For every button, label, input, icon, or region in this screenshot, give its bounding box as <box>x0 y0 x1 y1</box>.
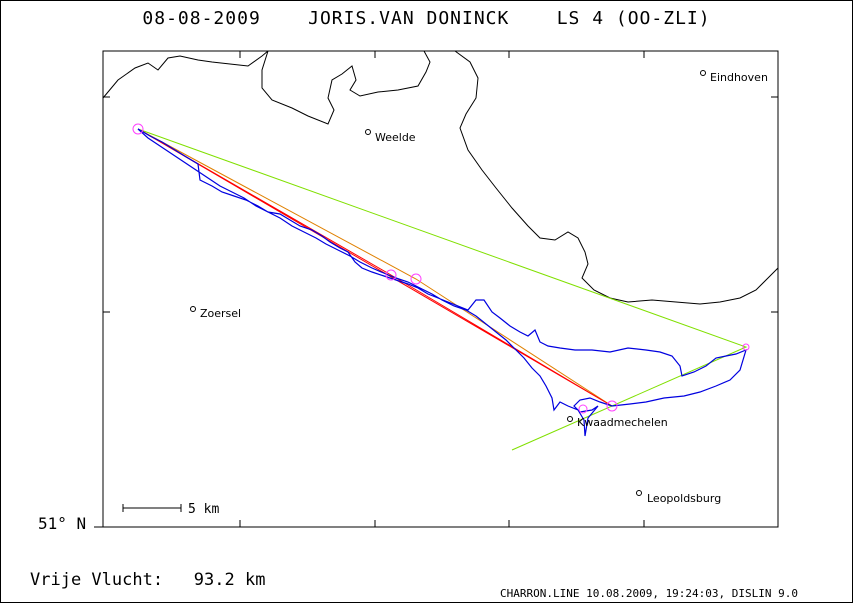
turnpoint-1 <box>385 269 397 281</box>
flight-title: 08-08-2009 JORIS.VAN DONINCK LS 4 (OO-ZL… <box>142 8 711 29</box>
place-marker-zoersel <box>190 306 196 312</box>
place-label-weelde: Weelde <box>375 131 416 144</box>
scale-bar: 5 km <box>122 502 219 517</box>
place-marker-leopoldsburg <box>636 490 642 496</box>
footer-credits: CHARRON.LINE 10.08.2009, 19:24:03, DISLI… <box>500 587 799 600</box>
country-border-3 <box>454 50 779 305</box>
turnpoints <box>132 123 750 414</box>
place-marker-eindhoven <box>700 70 706 76</box>
task-line-free-flight <box>137 128 748 451</box>
place-label-leopoldsburg: Leopoldsburg <box>647 492 721 505</box>
latitude-label: 51° N <box>38 514 87 533</box>
task-line-red <box>137 128 613 407</box>
turnpoint-3 <box>606 400 618 412</box>
turnpoint-start <box>132 123 144 135</box>
scale-bar-label: 5 km <box>188 502 219 517</box>
place-label-eindhoven: Eindhoven <box>710 71 768 84</box>
map-plot-area <box>102 50 779 528</box>
free-flight-distance: Vrije Vlucht: 93.2 km <box>30 570 265 590</box>
turnpoint-finish <box>578 404 588 414</box>
task-line-orange <box>137 128 613 407</box>
flight-track <box>137 128 747 437</box>
distance-label: Vrije Vlucht: <box>30 570 164 590</box>
place-marker-kwaadmechelen <box>567 416 573 422</box>
country-border-2 <box>261 50 431 125</box>
axis-ticks <box>94 51 778 528</box>
turnpoint-4 <box>742 343 750 351</box>
place-label-kwaadmechelen: Kwaadmechelen <box>577 416 668 429</box>
place-marker-weelde <box>365 129 371 135</box>
distance-value: 93.2 km <box>193 570 266 590</box>
country-border <box>102 50 269 99</box>
turnpoint-2 <box>410 273 422 285</box>
place-label-zoersel: Zoersel <box>200 307 241 320</box>
place-markers <box>190 70 706 496</box>
